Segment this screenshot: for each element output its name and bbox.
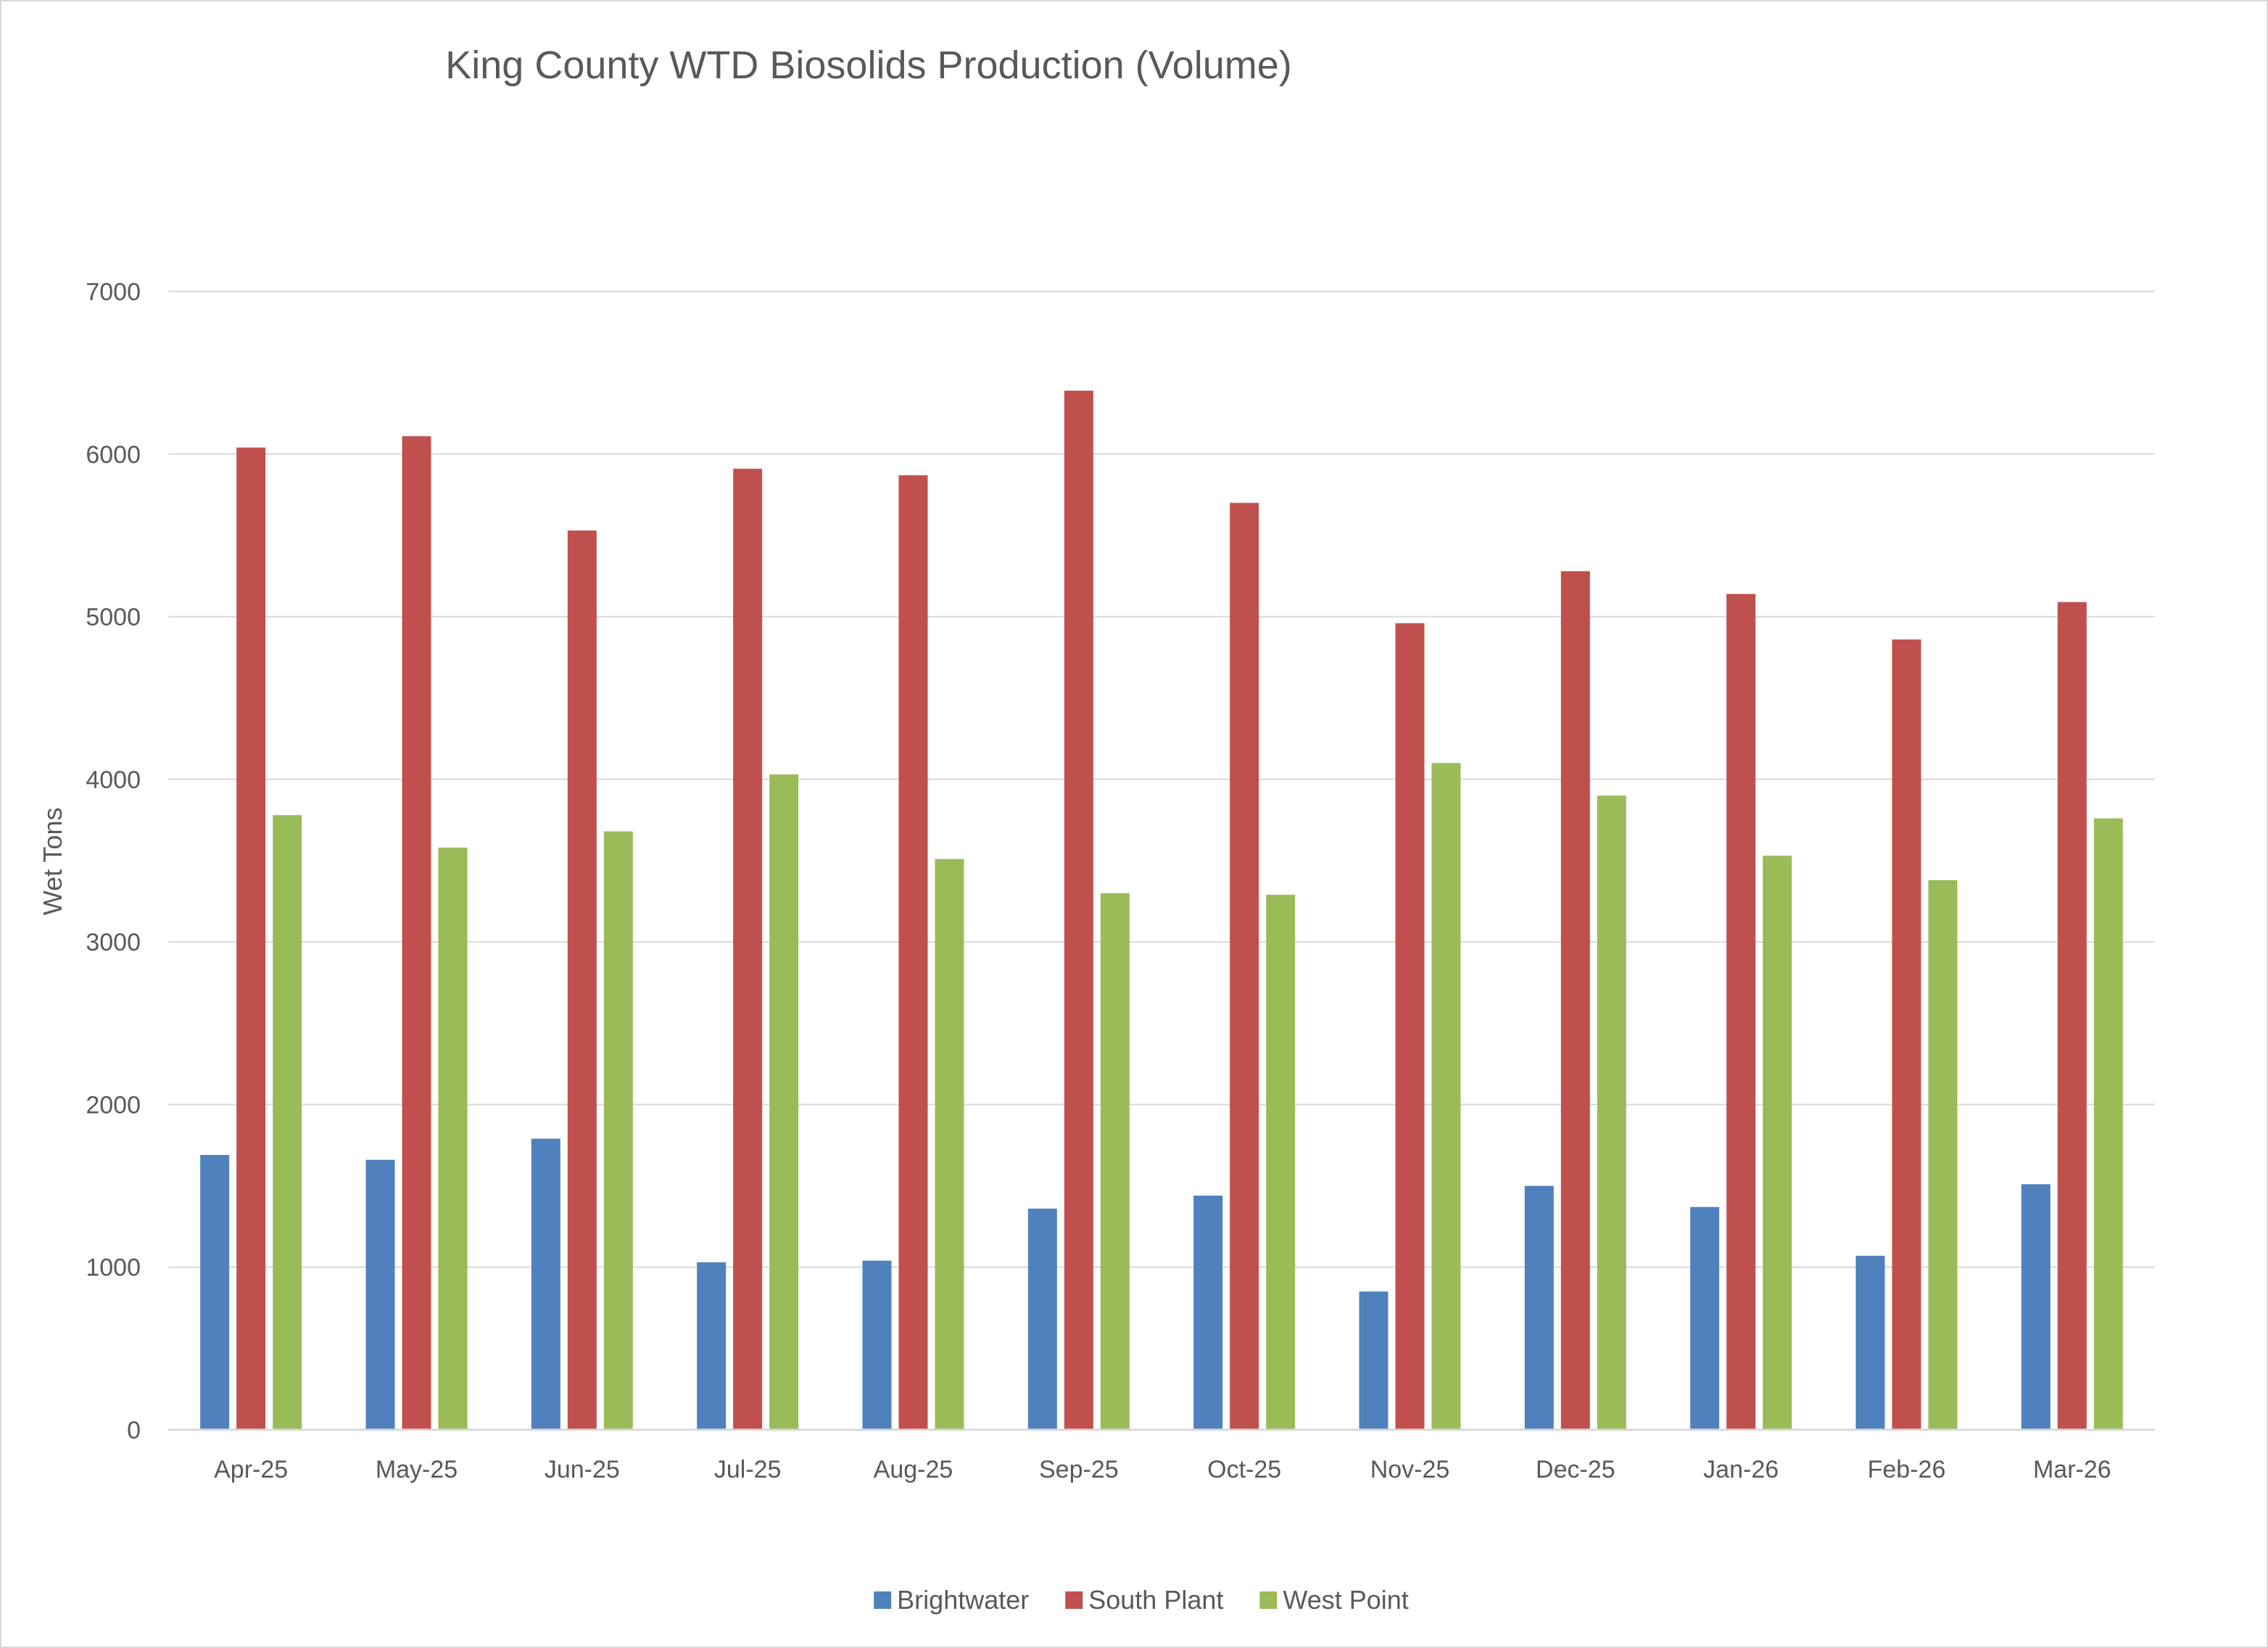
legend: Brightwater South Plant West Point bbox=[874, 1585, 1409, 1615]
y-tick-label: 0 bbox=[127, 1417, 141, 1444]
bar-south-plant bbox=[236, 447, 266, 1430]
x-tick-label: May-25 bbox=[376, 1456, 458, 1483]
y-tick-label: 4000 bbox=[86, 766, 141, 794]
bar-south-plant bbox=[898, 475, 928, 1430]
x-tick-label: Dec-25 bbox=[1536, 1456, 1615, 1483]
bar-west-point bbox=[1100, 893, 1130, 1430]
gridlines bbox=[168, 291, 2155, 1268]
legend-label: Brightwater bbox=[897, 1585, 1029, 1615]
bar-brightwater bbox=[1193, 1196, 1223, 1430]
y-tick-label: 2000 bbox=[86, 1091, 141, 1119]
y-tick-label: 5000 bbox=[86, 604, 141, 632]
bar-brightwater bbox=[365, 1159, 395, 1430]
legend-label: West Point bbox=[1283, 1585, 1408, 1615]
bar-south-plant bbox=[733, 468, 763, 1430]
bar-brightwater bbox=[531, 1138, 560, 1430]
bar-brightwater bbox=[1855, 1256, 1885, 1430]
bar-west-point bbox=[769, 774, 799, 1430]
bar-west-point bbox=[2093, 818, 2123, 1430]
bar-south-plant bbox=[567, 530, 597, 1430]
y-tick-label: 3000 bbox=[86, 929, 141, 956]
x-tick-label: Apr-25 bbox=[214, 1456, 288, 1483]
chart-title: King County WTD Biosolids Production (Vo… bbox=[445, 44, 1292, 87]
x-tick-label: Jul-25 bbox=[714, 1456, 782, 1483]
bar-south-plant bbox=[1395, 623, 1425, 1430]
bar-south-plant bbox=[1560, 571, 1590, 1430]
x-tick-label: Sep-25 bbox=[1039, 1456, 1119, 1483]
legend-label: South Plant bbox=[1088, 1585, 1223, 1615]
x-tick-label: Feb-26 bbox=[1868, 1456, 1946, 1483]
x-tick-label: Aug-25 bbox=[874, 1456, 953, 1483]
y-tick-label: 7000 bbox=[86, 278, 141, 306]
bar-brightwater bbox=[200, 1154, 230, 1430]
bar-brightwater bbox=[697, 1262, 727, 1430]
x-tick-label: Jan-26 bbox=[1703, 1456, 1779, 1483]
legend-swatch bbox=[1259, 1591, 1278, 1609]
bar-south-plant bbox=[1230, 502, 1259, 1430]
legend-swatch bbox=[874, 1591, 892, 1609]
bar-west-point bbox=[273, 815, 302, 1430]
bar-west-point bbox=[935, 858, 964, 1430]
bar-west-point bbox=[1431, 763, 1461, 1430]
bar-brightwater bbox=[1027, 1208, 1057, 1430]
legend-swatch bbox=[1065, 1591, 1083, 1609]
bar-west-point bbox=[438, 848, 468, 1430]
legend-item-brightwater: Brightwater bbox=[874, 1585, 1029, 1615]
bar-brightwater bbox=[862, 1260, 892, 1430]
bar-south-plant bbox=[1892, 639, 1921, 1430]
bars bbox=[200, 390, 2123, 1430]
bar-brightwater bbox=[1359, 1291, 1388, 1430]
y-tick-label: 6000 bbox=[86, 441, 141, 468]
bar-west-point bbox=[1928, 879, 1958, 1430]
bar-south-plant bbox=[402, 436, 431, 1430]
y-tick-label: 1000 bbox=[86, 1254, 141, 1282]
y-axis-ticks: 0 1000 2000 3000 4000 5000 6000 7000 bbox=[86, 278, 141, 1444]
bar-south-plant bbox=[1064, 390, 1093, 1430]
x-axis-ticks: Apr-25 May-25 Jun-25 Jul-25 Aug-25 Sep-25 Oct-… bbox=[214, 1456, 2111, 1483]
bar-south-plant bbox=[1726, 594, 1756, 1430]
bar-brightwater bbox=[1690, 1206, 1720, 1430]
bar-west-point bbox=[1763, 856, 1792, 1430]
legend-item-west-point: West Point bbox=[1259, 1585, 1409, 1615]
bar-west-point bbox=[1266, 895, 1296, 1430]
bar-south-plant bbox=[2057, 602, 2087, 1430]
bar-west-point bbox=[1597, 795, 1626, 1430]
x-tick-label: Nov-25 bbox=[1370, 1456, 1450, 1483]
y-axis-label: Wet Tons bbox=[38, 808, 67, 916]
bar-brightwater bbox=[1524, 1185, 1554, 1430]
x-tick-label: Oct-25 bbox=[1207, 1456, 1281, 1483]
legend-item-south-plant: South Plant bbox=[1065, 1585, 1223, 1615]
bar-west-point bbox=[603, 831, 633, 1430]
x-tick-label: Jun-25 bbox=[545, 1456, 620, 1483]
bar-brightwater bbox=[2021, 1184, 2050, 1430]
x-tick-label: Mar-26 bbox=[2033, 1456, 2111, 1483]
